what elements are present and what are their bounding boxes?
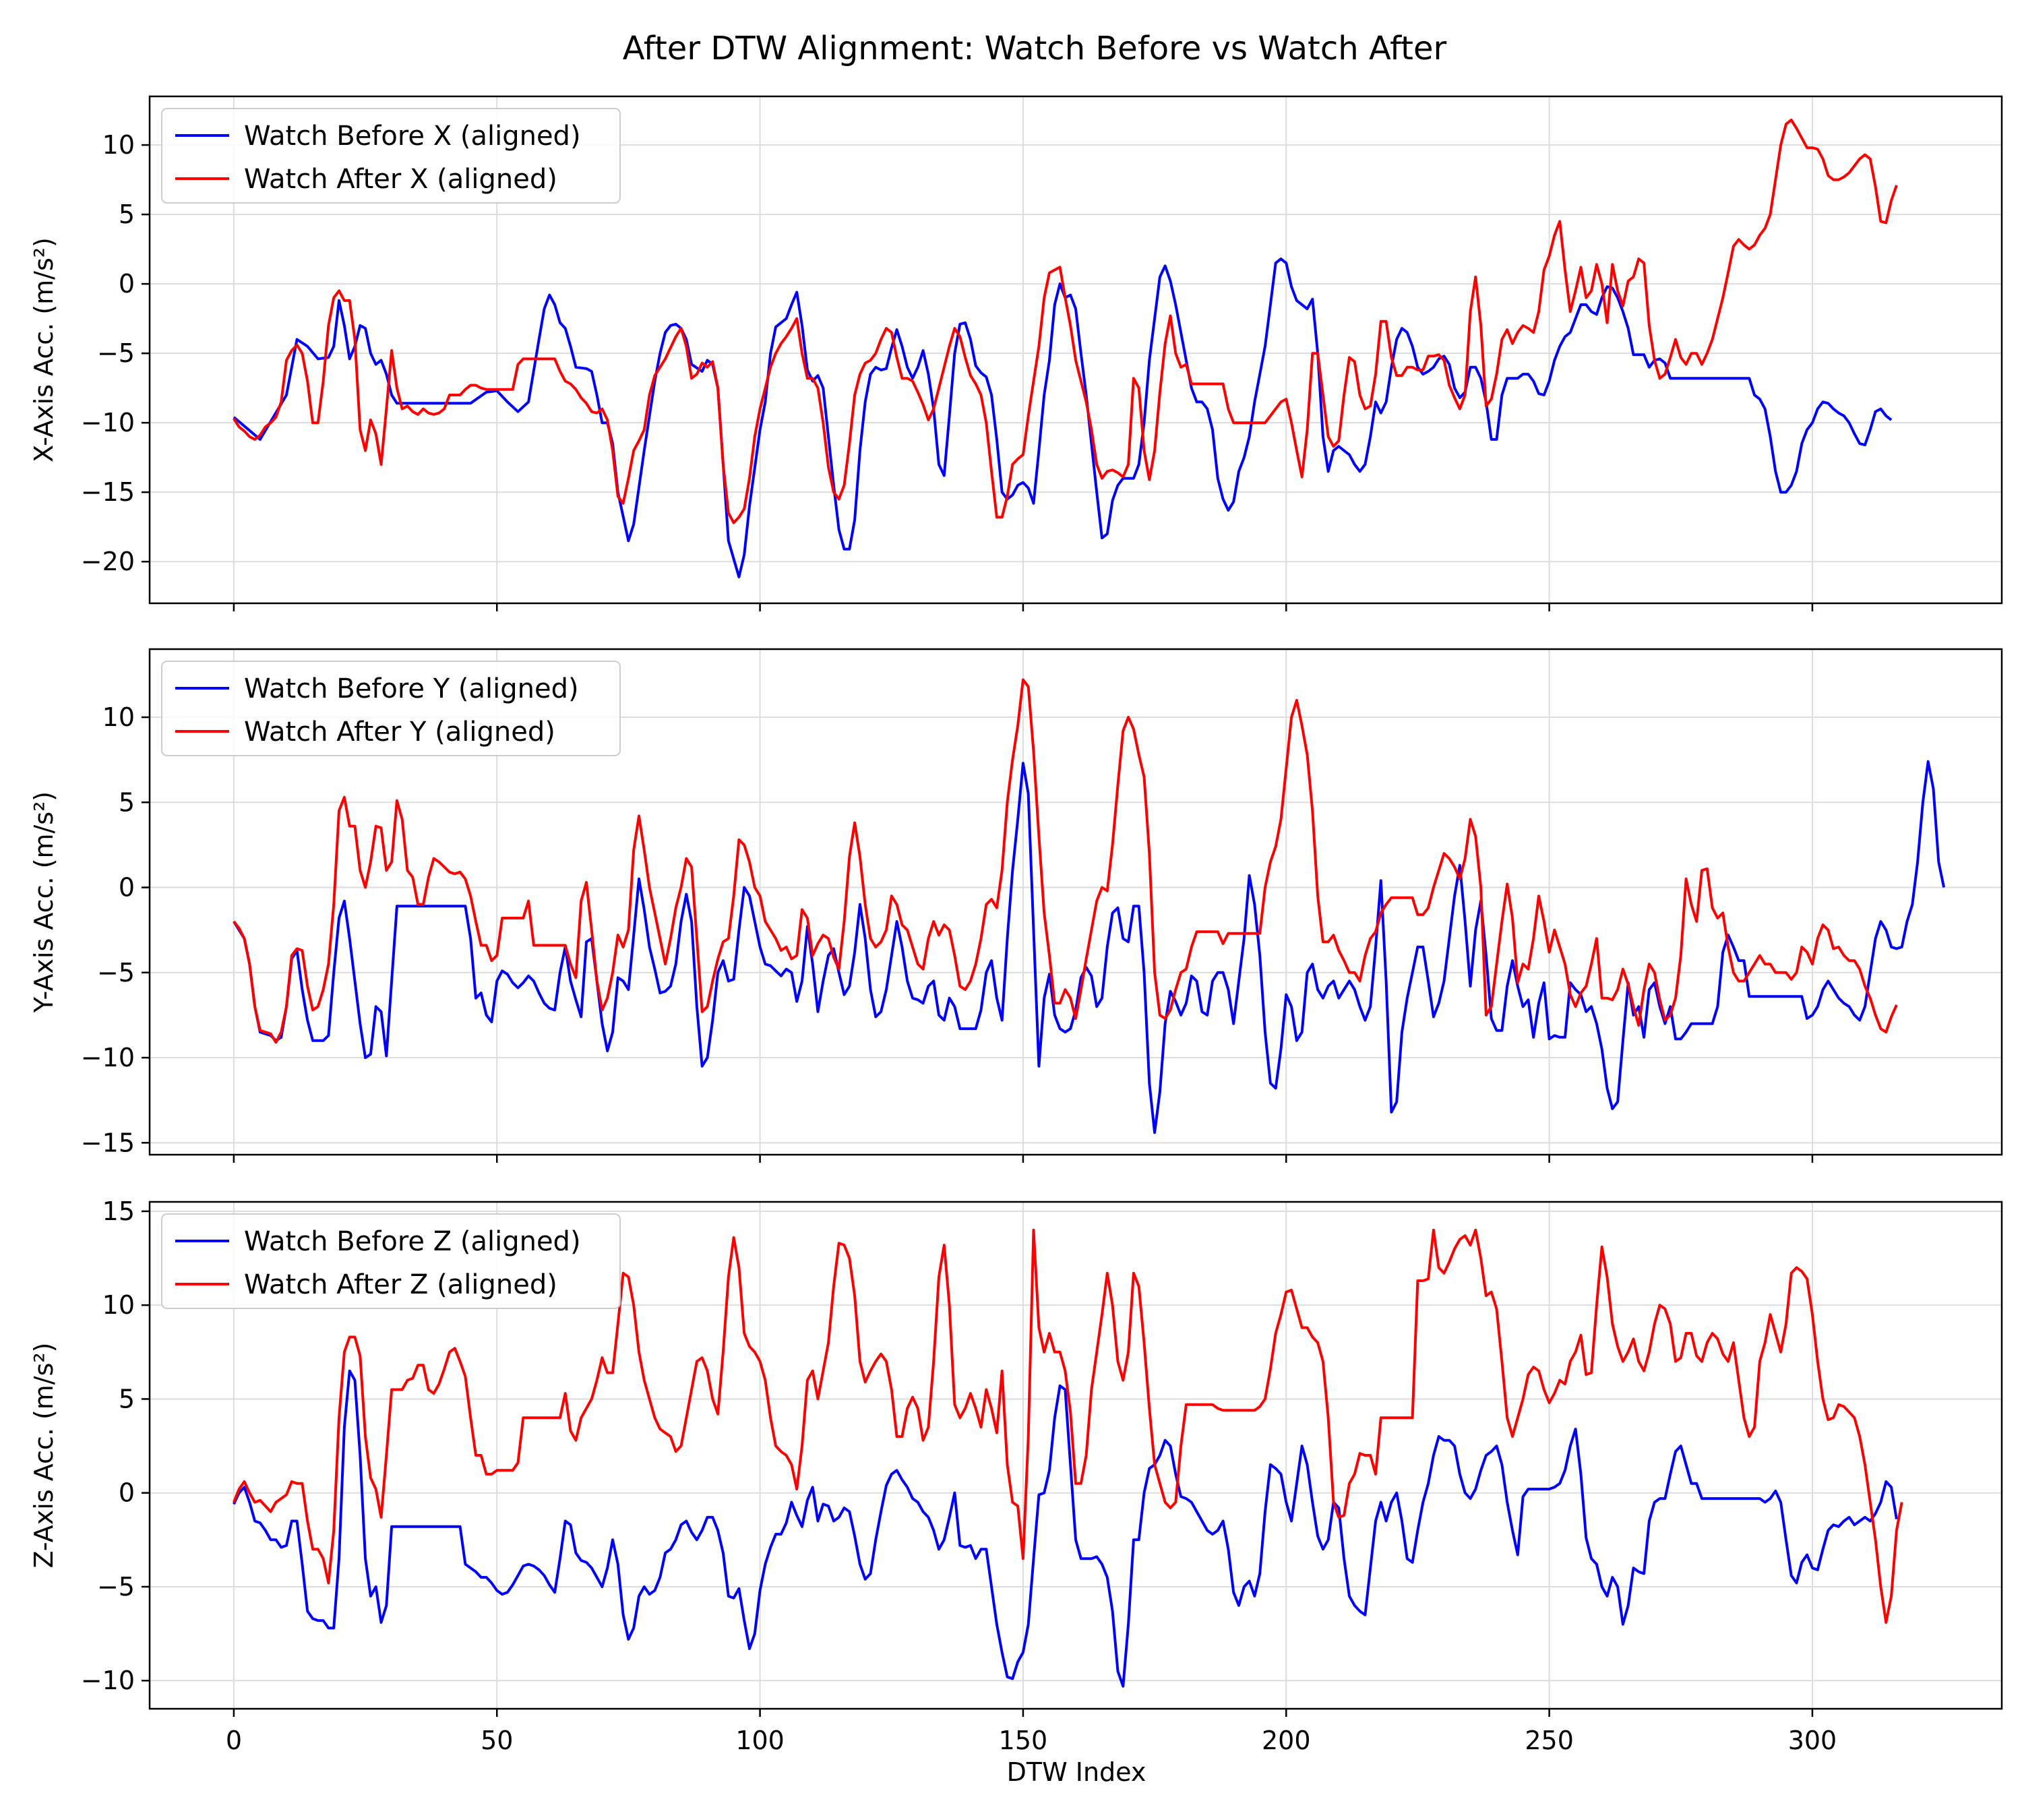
legend-entry: Watch After X (aligned) [244, 164, 557, 195]
chart-title: After DTW Alignment: Watch Before vs Wat… [623, 30, 1447, 67]
series-line-before [233, 1369, 1898, 1688]
legend-entry: Watch Before Y (aligned) [244, 673, 579, 704]
series-line-before [233, 760, 1946, 1134]
y-tick-label: 5 [119, 787, 135, 817]
subplot-1: −20 −15 −10 −5 0 5 10 X-Axis Acc. (m/s²) Watch B… [29, 95, 2003, 611]
x-tick-label: 0 [226, 1726, 242, 1755]
legend-entry: Watch After Y (aligned) [244, 717, 555, 748]
legend-box [161, 108, 621, 204]
plot-frame [148, 95, 2003, 605]
y-tick-label: −5 [97, 1572, 135, 1602]
series-line-after [233, 678, 1898, 1044]
y-tick-label: −10 [81, 408, 135, 437]
x-tick-label: 150 [999, 1726, 1048, 1755]
legend-box [161, 661, 621, 756]
x-axis-label: DTW Index [1007, 1757, 1146, 1787]
y-tick-label: 10 [102, 1290, 135, 1320]
plot-frame [148, 648, 2003, 1156]
x-tick-label: 250 [1525, 1726, 1574, 1755]
legend: Watch Before X (aligned) Watch After X (a… [161, 108, 621, 204]
x-tick-label: 50 [481, 1726, 513, 1755]
panels: −20 −15 −10 −5 0 5 10 X-Axis Acc. (m/s²) Watch B… [29, 95, 2003, 1755]
y-tick-label: −20 [81, 547, 135, 576]
series-line-after [233, 1228, 1903, 1624]
x-tick-label: 300 [1788, 1726, 1837, 1755]
legend: Watch Before Y (aligned) Watch After Y (a… [161, 661, 621, 756]
y-axis-label: Z-Axis Acc. (m/s²) [29, 1343, 59, 1569]
x-tick-label: 200 [1262, 1726, 1311, 1755]
legend: Watch Before Z (aligned) Watch After Z (a… [161, 1213, 621, 1309]
y-tick-label: −10 [81, 1666, 135, 1695]
y-tick-label: 5 [119, 200, 135, 229]
y-tick-label: −15 [81, 1128, 135, 1157]
y-tick-label: 0 [119, 269, 135, 299]
legend-entry: Watch After Z (aligned) [244, 1269, 557, 1300]
y-tick-label: 10 [102, 702, 135, 732]
plot-frame [148, 1201, 2003, 1710]
y-axis-label: Y-Axis Acc. (m/s²) [29, 791, 59, 1013]
y-tick-label: 0 [119, 873, 135, 903]
y-tick-label: 15 [102, 1196, 135, 1226]
x-tick-label: 100 [735, 1726, 785, 1755]
y-axis-label: X-Axis Acc. (m/s²) [29, 237, 59, 462]
series-line-before [233, 257, 1893, 578]
subplot-2: −15 −10 −5 0 5 10 Y-Axis Acc. (m/s²) Watch Befo… [29, 648, 2003, 1163]
y-tick-label: −15 [81, 477, 135, 507]
legend-entry: Watch Before X (aligned) [244, 121, 581, 152]
y-tick-label: 5 [119, 1384, 135, 1414]
y-tick-label: −5 [97, 958, 135, 988]
legend-entry: Watch Before Z (aligned) [244, 1226, 581, 1257]
y-tick-label: 0 [119, 1478, 135, 1508]
series-line-after [233, 119, 1898, 524]
y-tick-label: −5 [97, 338, 135, 368]
y-tick-label: −10 [81, 1043, 135, 1072]
y-tick-label: 10 [102, 130, 135, 160]
legend-box [161, 1213, 621, 1309]
